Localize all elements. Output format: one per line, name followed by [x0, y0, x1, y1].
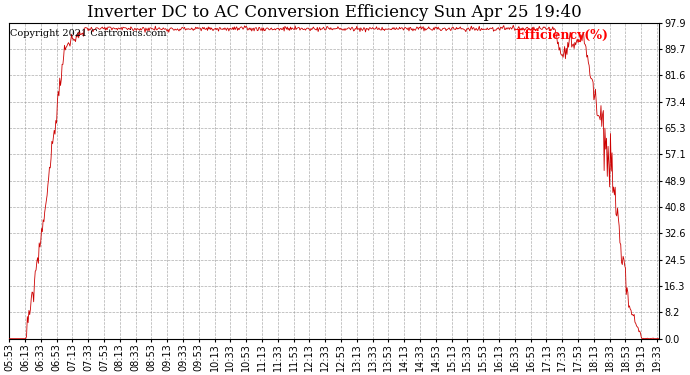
- Text: Efficiency(%): Efficiency(%): [515, 29, 609, 42]
- Title: Inverter DC to AC Conversion Efficiency Sun Apr 25 19:40: Inverter DC to AC Conversion Efficiency …: [86, 4, 581, 21]
- Text: Copyright 2021 Cartronics.com: Copyright 2021 Cartronics.com: [10, 29, 167, 38]
